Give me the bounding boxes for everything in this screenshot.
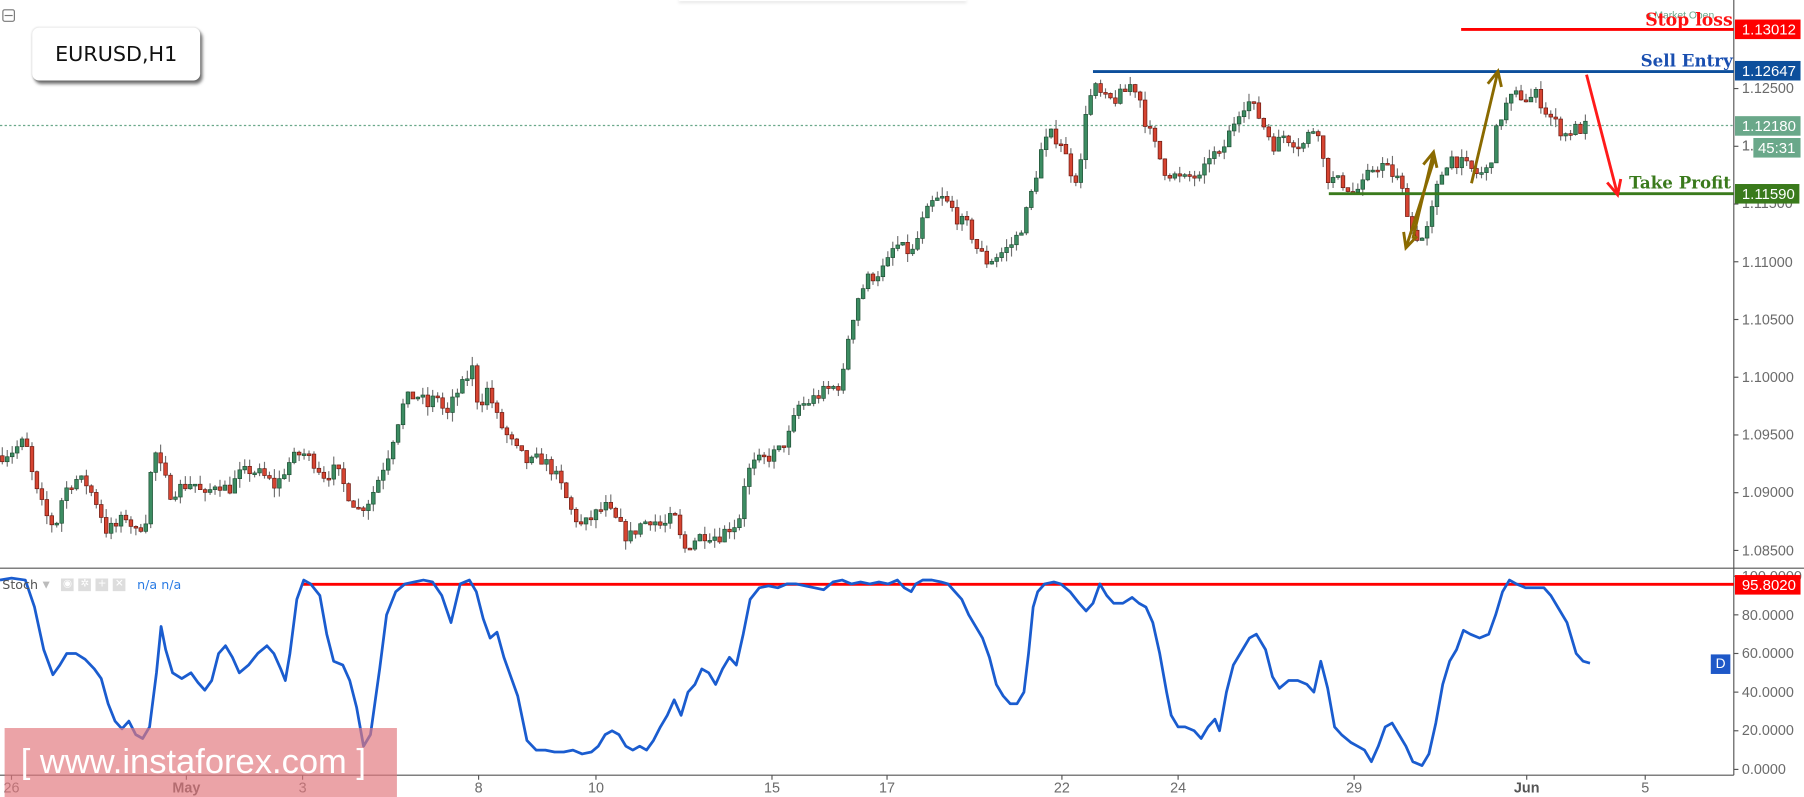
time-tick: Jun [1513,779,1540,796]
symbol-text: EURUSD,H1 [55,41,178,67]
price-tick: 1.11000 [1741,253,1793,270]
stoch-dropdown-icon[interactable]: ▼ [42,579,50,591]
price-tick: 1.10000 [1741,369,1794,386]
time-tick: 5 [1641,779,1650,796]
sell-entry-label: Sell Entry [1640,51,1733,72]
collapse-icon[interactable] [2,9,15,22]
price-tick: 1.10500 [1741,311,1794,328]
take-profit-label: Take Profit [1629,173,1732,194]
stoch-level-tag: 95.8020 [1734,575,1801,595]
watermark-text: [ www.instaforex.com ] [20,742,366,781]
countdown-prefix: 1. [1741,138,1754,155]
market-status-text: Market Open [1654,9,1715,21]
gear-icon[interactable]: ✲ [78,578,92,592]
time-tick: 29 [1346,779,1363,796]
sell-entry-price-tag: 1.12647 [1734,60,1801,81]
watermark: [ www.instaforex.com ] [4,728,397,797]
time-tick: 22 [1053,779,1070,796]
price-tick: 1.09500 [1741,426,1794,444]
stoch-tick: 80.0000 [1741,606,1794,623]
stoch-tick: 0.0000 [1741,761,1786,778]
symbol-label: EURUSD,H1 [32,27,201,81]
current-price-tag: 1.12180 [1734,116,1801,136]
close-icon[interactable]: ✕ [112,578,126,592]
candle-countdown: 45:31 [1753,138,1801,158]
time-tick: 15 [763,779,780,796]
time-tick: 10 [587,779,604,796]
price-tick: 1.09000 [1741,484,1794,501]
price-tick: 1.12500 [1741,80,1794,97]
stoch-tick: 20.0000 [1741,722,1794,739]
stoch-tick: 60.0000 [1741,645,1794,662]
take-profit-price-tag: 1.11590 [1734,184,1800,204]
stoch-tick: 40.0000 [1741,684,1794,701]
price-tick: 1.08500 [1741,542,1794,559]
stoch-name[interactable]: Stoch [2,577,39,593]
stoch-values: n/a n/a [137,577,182,593]
time-tick: 8 [474,779,483,796]
stoch-d-badge[interactable]: D [1710,654,1731,674]
stop-loss-label: Stop loss [1645,9,1733,30]
eye-icon[interactable]: ◉ [61,578,74,592]
plus-icon[interactable]: + [95,578,109,592]
market-status: ● Market Open [1645,9,1715,21]
stop-loss-price-tag: 1.13012 [1734,19,1801,40]
time-tick: 17 [879,779,896,796]
stoch-legend: Stoch ▼ ◉ ✲ + ✕ n/a n/a [2,577,181,592]
time-tick: 24 [1170,779,1187,796]
